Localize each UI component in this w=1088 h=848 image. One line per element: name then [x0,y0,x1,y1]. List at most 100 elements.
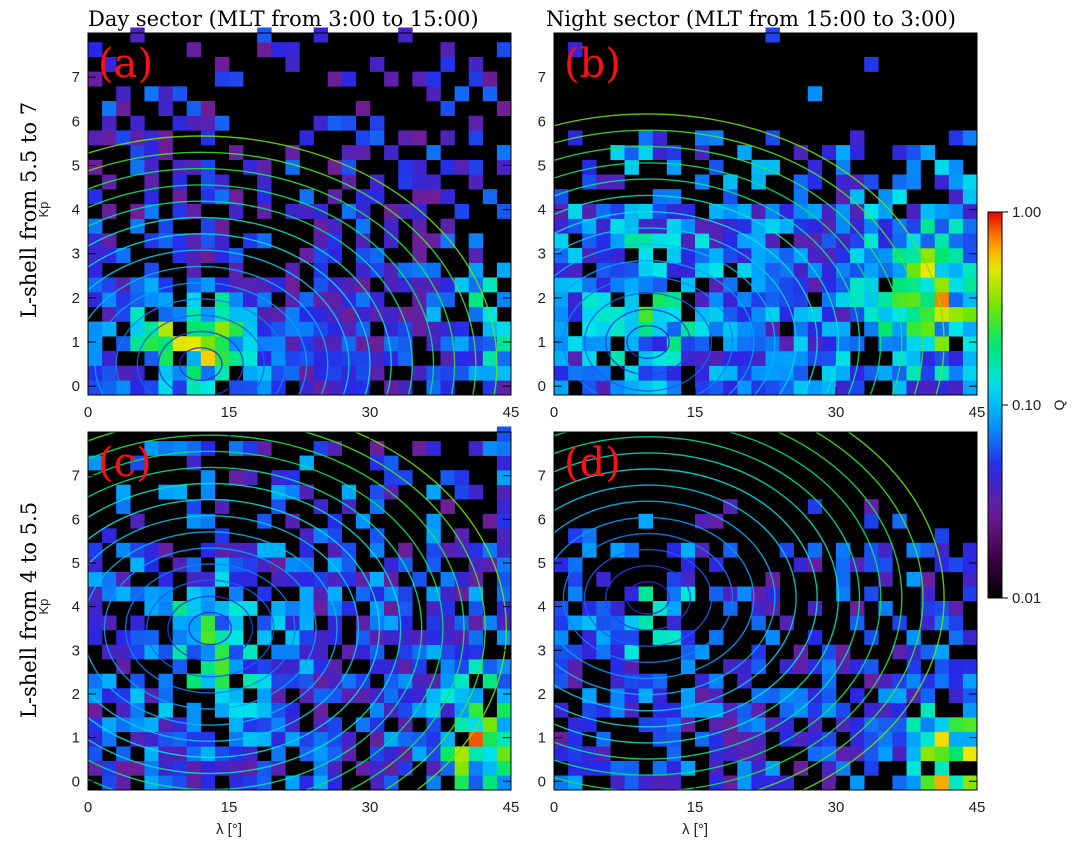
heatmap-cell [624,159,639,175]
heatmap-cell [920,218,935,234]
heatmap-cell [596,380,611,396]
heatmap-cell [596,365,611,381]
heatmap-cell [638,306,653,322]
heatmap-cell [962,218,978,234]
heatmap-cell [440,42,455,58]
heatmap-cell [229,746,244,762]
heatmap-cell [962,262,978,278]
heatmap-cell [850,306,865,322]
heatmap-cell [468,615,484,631]
heatmap-cell [172,306,187,322]
heatmap-cell [610,306,625,322]
heatmap-cell [285,306,300,322]
heatmap-cell [878,731,893,747]
heatmap-cell [568,248,583,263]
heatmap-cell [229,717,244,733]
heatmap-cell [384,615,399,631]
heatmap-cell [243,557,258,573]
heatmap-cell [596,306,611,322]
heatmap-cell [962,630,978,645]
heatmap-cell [709,775,724,791]
contour-line [554,211,818,395]
heatmap-cell [88,189,103,205]
heatmap-cell [200,571,216,587]
heatmap-cell [200,586,216,602]
heatmap-cell [962,731,978,747]
heatmap-cell [652,189,668,205]
heatmap-cell [920,365,935,381]
heatmap-cell [864,292,879,308]
heatmap-cell [934,248,950,263]
heatmap-cell [906,306,921,322]
heatmap-cell [327,571,343,587]
heatmap-cell [172,775,187,791]
heatmap-cell [482,71,498,87]
y-tick-label: 0 [72,773,80,790]
heatmap-cell [807,499,823,514]
heatmap-cell [186,248,202,263]
heatmap-cell [934,233,950,249]
heatmap-cell [243,306,258,322]
heatmap-cell [440,292,455,308]
heatmap-cell [906,775,921,791]
heatmap-cell [892,218,907,234]
heatmap-cell [88,159,103,175]
heatmap-cell [892,189,907,205]
heatmap-cell [144,336,159,352]
heatmap-cell [370,630,385,645]
heatmap-cell [229,557,244,573]
y-tick-label: 1 [538,334,546,351]
heatmap-cell [116,630,131,645]
heatmap-cell [737,350,752,366]
heatmap-cell [948,601,964,616]
heatmap-cell [426,484,441,500]
heatmap-cell [652,630,668,645]
heatmap-cell [158,760,173,776]
heatmap-cell [793,688,809,703]
heatmap-cell [130,586,145,602]
heatmap-cell [285,659,300,674]
heatmap-cell [666,760,682,776]
heatmap-cell [341,746,357,762]
heatmap-cell [454,336,469,352]
heatmap-cell [412,321,427,337]
heatmap-cell [962,688,978,703]
heatmap-cell [172,380,187,396]
heatmap-cell [836,659,851,674]
heatmap-cell [172,557,187,573]
heatmap-cell [765,159,780,175]
heatmap-cell [836,248,851,263]
heatmap-cell [723,586,738,602]
y-tick-label: 4 [538,599,546,616]
heatmap-cell [496,601,512,616]
heatmap-cell [666,731,682,747]
heatmap-cell [299,528,314,544]
heatmap-cell [426,189,441,205]
heatmap-cell [285,350,300,366]
heatmap-cell [229,760,244,776]
heatmap-cell [116,775,131,791]
heatmap-cell [285,262,300,278]
heatmap-cell [327,542,343,558]
panel-frame [87,32,512,396]
heatmap-cell [878,306,893,322]
heatmap-cell [200,542,216,558]
heatmap-cell [496,557,512,573]
heatmap-cell [751,717,766,733]
heatmap-cell [962,292,978,308]
heatmap-cell [327,513,343,529]
heatmap-cell [610,203,625,219]
heatmap-cell [285,203,300,219]
contour-line [554,432,882,776]
heatmap-cell [624,218,639,234]
heatmap-cell [398,542,413,558]
y-tick-label: 3 [72,642,80,659]
heatmap-cell [892,321,907,337]
heatmap-cell [582,615,597,631]
heatmap-cell [229,277,244,293]
heatmap-cell [779,702,794,718]
heatmap-cell [793,306,809,322]
heatmap-cell [737,702,752,718]
heatmap-cell [116,746,131,762]
heatmap-cell [440,101,455,116]
